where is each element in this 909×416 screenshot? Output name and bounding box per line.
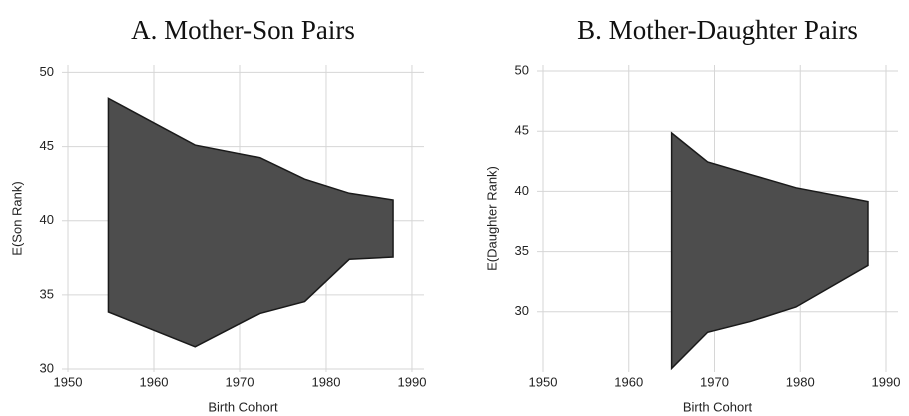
y-tick-label: 30 [515,303,529,318]
x-tick-label: 1980 [786,374,815,389]
y-tick-label: 35 [40,286,54,301]
y-tick-label: 30 [40,360,54,375]
x-tick-label: 1970 [226,374,255,389]
range-area [107,97,394,348]
chart-title: A. Mother-Son Pairs [131,15,355,45]
y-axis-label: E(Son Rank) [9,181,24,255]
y-tick-label: 45 [515,123,529,138]
y-tick-label: 45 [40,138,54,153]
x-tick-label: 1960 [140,374,169,389]
x-tick-label: 1970 [700,374,729,389]
x-axis-label: Birth Cohort [683,399,753,414]
x-tick-label: 1990 [398,374,427,389]
y-tick-label: 40 [515,183,529,198]
x-tick-label: 1990 [872,374,901,389]
y-tick-label: 35 [515,243,529,258]
range-area [670,131,869,371]
x-tick-label: 1980 [312,374,341,389]
x-tick-label: 1960 [614,374,643,389]
y-axis-label: E(Daughter Rank) [484,166,499,271]
x-axis-label: Birth Cohort [208,399,278,414]
y-tick-label: 50 [40,64,54,79]
x-tick-label: 1950 [529,374,558,389]
y-tick-label: 40 [40,212,54,227]
x-tick-label: 1950 [54,374,83,389]
chart-title: B. Mother-Daughter Pairs [577,15,858,45]
y-tick-label: 50 [515,62,529,77]
